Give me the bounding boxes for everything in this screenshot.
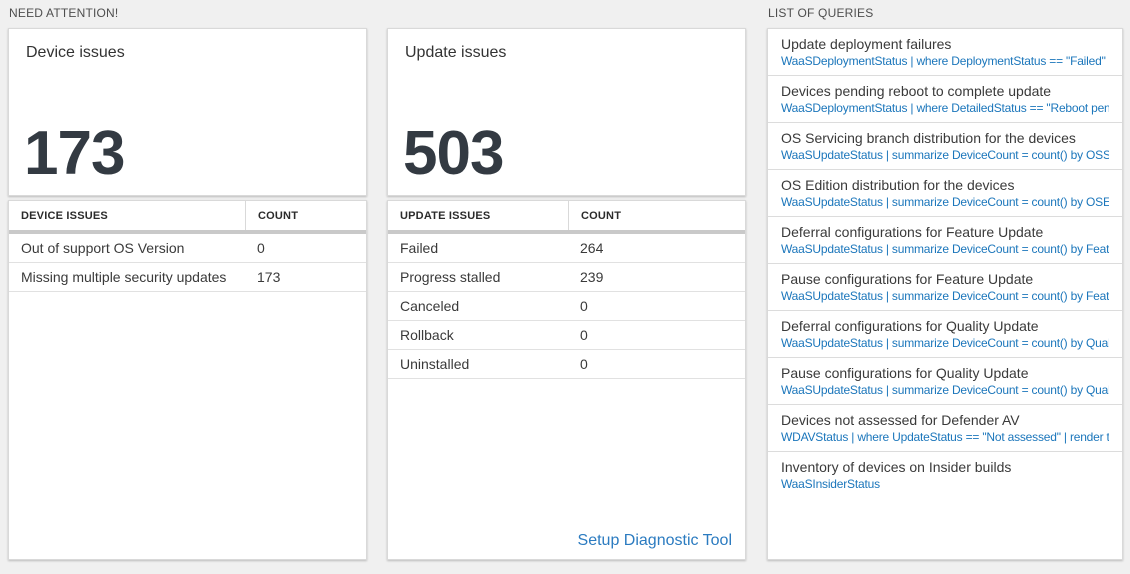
update-issues-count: 503: [403, 119, 504, 188]
issue-name: Missing multiple security updates: [21, 269, 227, 285]
update-issues-title: Update issues: [405, 44, 507, 61]
update-issues-table-header: UPDATE ISSUES COUNT: [388, 201, 745, 230]
device-issues-tile[interactable]: Device issues 173: [8, 28, 367, 196]
device-issues-title: Device issues: [26, 44, 125, 61]
list-of-queries-header: LIST OF QUERIES: [768, 6, 874, 20]
query-list-item[interactable]: Devices pending reboot to complete updat…: [768, 76, 1122, 123]
query-title: Inventory of devices on Insider builds: [781, 459, 1012, 475]
issue-count: 173: [257, 269, 281, 285]
query-list-item[interactable]: OS Servicing branch distribution for the…: [768, 123, 1122, 170]
issue-name: Failed: [400, 240, 439, 256]
update-issues-tile[interactable]: Update issues 503: [387, 28, 746, 196]
query-list-item[interactable]: Inventory of devices on Insider builds W…: [768, 452, 1122, 559]
query-list-item[interactable]: Update deployment failures WaaSDeploymen…: [768, 29, 1122, 76]
query-list-item[interactable]: Pause configurations for Quality Update …: [768, 358, 1122, 405]
query-title: Pause configurations for Feature Update: [781, 271, 1034, 287]
query-list-item[interactable]: Deferral configurations for Quality Upda…: [768, 311, 1122, 358]
issue-name: Progress stalled: [400, 269, 501, 285]
table-row[interactable]: Failed 264: [388, 234, 745, 263]
device-issues-table: DEVICE ISSUES COUNT Out of support OS Ve…: [8, 200, 367, 560]
query-link[interactable]: WaaSUpdateStatus | summarize DeviceCount…: [781, 289, 1109, 303]
query-link[interactable]: WaaSDeploymentStatus | where DeploymentS…: [781, 54, 1109, 68]
issue-name: Uninstalled: [400, 356, 470, 372]
issue-name: Rollback: [400, 327, 454, 343]
query-title: Devices pending reboot to complete updat…: [781, 83, 1052, 99]
query-link[interactable]: WaaSUpdateStatus | summarize DeviceCount…: [781, 336, 1109, 350]
issue-count: 0: [580, 298, 588, 314]
device-issues-count: 173: [24, 119, 125, 188]
column-header-count: COUNT: [245, 201, 366, 230]
query-link[interactable]: WaaSUpdateStatus | summarize DeviceCount…: [781, 148, 1109, 162]
query-link[interactable]: WaaSUpdateStatus | summarize DeviceCount…: [781, 383, 1109, 397]
table-header-divider: [9, 230, 366, 234]
query-link[interactable]: WDAVStatus | where UpdateStatus == "Not …: [781, 430, 1109, 444]
column-header-update-issues: UPDATE ISSUES: [400, 209, 491, 222]
column-header-device-issues: DEVICE ISSUES: [21, 209, 108, 222]
issue-count: 0: [257, 240, 265, 256]
table-row[interactable]: Canceled 0: [388, 292, 745, 321]
setup-diagnostic-tool-link[interactable]: Setup Diagnostic Tool: [577, 532, 732, 549]
column-header-count: COUNT: [568, 201, 745, 230]
issue-name: Out of support OS Version: [21, 240, 185, 256]
query-title: Deferral configurations for Feature Upda…: [781, 224, 1044, 240]
query-list-panel: Update deployment failures WaaSDeploymen…: [767, 28, 1123, 560]
issue-count: 0: [580, 327, 588, 343]
query-title: Update deployment failures: [781, 36, 952, 52]
query-link[interactable]: WaaSDeploymentStatus | where DetailedSta…: [781, 101, 1109, 115]
query-link[interactable]: WaaSInsiderStatus: [781, 477, 880, 491]
need-attention-header: NEED ATTENTION!: [9, 6, 119, 20]
query-title: Devices not assessed for Defender AV: [781, 412, 1020, 428]
query-list-item[interactable]: OS Edition distribution for the devices …: [768, 170, 1122, 217]
query-title: OS Servicing branch distribution for the…: [781, 130, 1076, 146]
table-row[interactable]: Uninstalled 0: [388, 350, 745, 379]
query-list-item[interactable]: Pause configurations for Feature Update …: [768, 264, 1122, 311]
issue-count: 264: [580, 240, 604, 256]
query-link[interactable]: WaaSUpdateStatus | summarize DeviceCount…: [781, 242, 1109, 256]
device-issues-table-header: DEVICE ISSUES COUNT: [9, 201, 366, 230]
query-list-item[interactable]: Devices not assessed for Defender AV WDA…: [768, 405, 1122, 452]
table-row[interactable]: Progress stalled 239: [388, 263, 745, 292]
query-list-item[interactable]: Deferral configurations for Feature Upda…: [768, 217, 1122, 264]
query-title: Pause configurations for Quality Update: [781, 365, 1029, 381]
issue-count: 239: [580, 269, 604, 285]
query-link[interactable]: WaaSUpdateStatus | summarize DeviceCount…: [781, 195, 1109, 209]
table-row[interactable]: Missing multiple security updates 173: [9, 263, 366, 292]
query-title: Deferral configurations for Quality Upda…: [781, 318, 1039, 334]
issue-name: Canceled: [400, 298, 460, 314]
table-row[interactable]: Rollback 0: [388, 321, 745, 350]
issue-count: 0: [580, 356, 588, 372]
table-header-divider: [388, 230, 745, 234]
query-title: OS Edition distribution for the devices: [781, 177, 1015, 193]
table-row[interactable]: Out of support OS Version 0: [9, 234, 366, 263]
update-issues-table: UPDATE ISSUES COUNT Failed 264 Progress …: [387, 200, 746, 560]
